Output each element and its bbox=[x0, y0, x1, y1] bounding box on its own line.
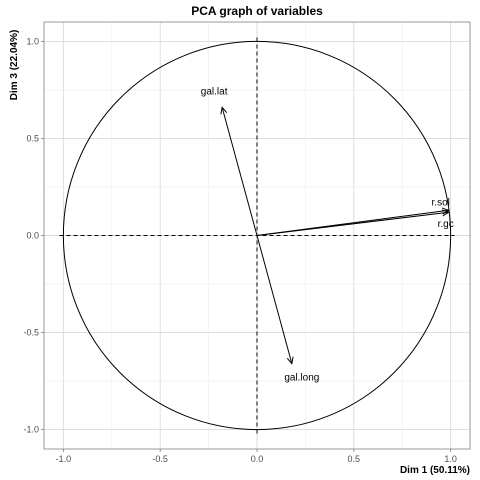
x-tick-label: 0.5 bbox=[348, 454, 361, 464]
label-gal-long: gal.long bbox=[284, 373, 319, 384]
label-r-sol: r.sol bbox=[432, 197, 450, 208]
x-tick-label: -1.0 bbox=[56, 454, 72, 464]
arrowhead-r-gc bbox=[441, 209, 450, 217]
y-tick-label: -0.5 bbox=[23, 328, 39, 338]
y-tick-labels: -1.0 -0.5 0.0 0.5 1.0 bbox=[23, 36, 44, 435]
label-r-gc: r.gc bbox=[438, 219, 454, 230]
y-axis-title: Dim 3 (22.04%) bbox=[9, 30, 20, 101]
y-tick-label: 0.0 bbox=[26, 231, 39, 241]
x-tick-label: 1.0 bbox=[444, 454, 457, 464]
x-tick-labels: -1.0 -0.5 0.0 0.5 1.0 bbox=[56, 449, 457, 464]
unit-circle bbox=[62, 40, 452, 431]
unit-circle-group bbox=[62, 40, 452, 431]
y-tick-label: 0.5 bbox=[26, 133, 39, 143]
arrow-gal-lat bbox=[221, 107, 258, 236]
arrowhead-gal-long bbox=[286, 356, 294, 365]
arrowhead-gal-lat bbox=[220, 106, 228, 115]
arrow-gal-long bbox=[256, 235, 293, 364]
x-tick-label: 0.0 bbox=[251, 454, 264, 464]
arrow-r-gc bbox=[256, 211, 449, 236]
label-gal-lat: gal.lat bbox=[201, 86, 228, 97]
x-tick-label: -0.5 bbox=[152, 454, 168, 464]
chart-title: PCA graph of variables bbox=[191, 4, 323, 18]
variable-arrows: gal.lat gal.long r.sol r.gc bbox=[201, 86, 454, 383]
y-tick-label: 1.0 bbox=[26, 36, 39, 46]
x-axis-title: Dim 1 (50.11%) bbox=[400, 465, 470, 476]
y-tick-label: -1.0 bbox=[23, 425, 39, 435]
